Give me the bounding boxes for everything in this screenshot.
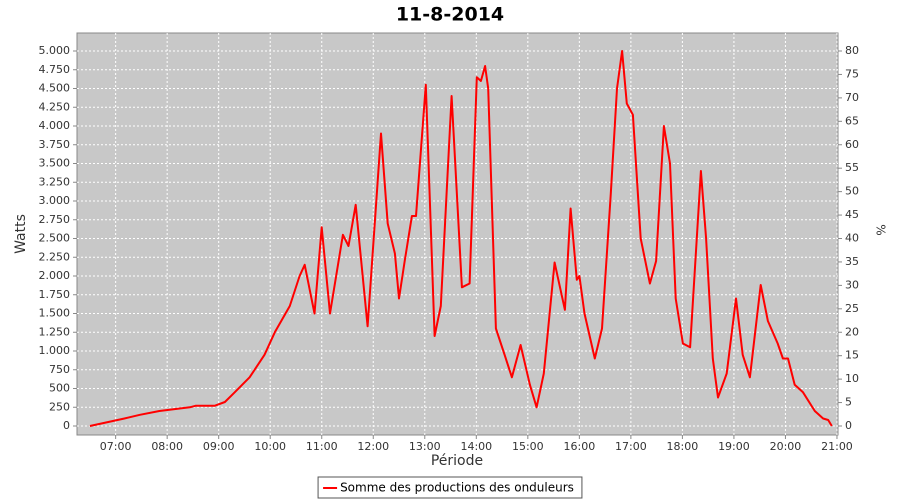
- x-tick-label: 17:00: [615, 440, 647, 453]
- y2-tick-label: 15: [845, 349, 859, 362]
- y2-tick-label: 5: [845, 396, 852, 409]
- y-tick-label: 5.000: [39, 44, 71, 57]
- x-tick-label: 16:00: [564, 440, 596, 453]
- legend-label: Somme des productions des onduleurs: [340, 481, 574, 495]
- y2-tick-label: 30: [845, 278, 859, 291]
- x-tick-label: 12:00: [357, 440, 389, 453]
- x-tick-label: 18:00: [667, 440, 699, 453]
- y-tick-label: 500: [49, 382, 70, 395]
- y-tick-label: 1.750: [39, 288, 71, 301]
- y2-tick-label: 55: [845, 161, 859, 174]
- x-tick-label: 10:00: [254, 440, 286, 453]
- x-tick-label: 21:00: [821, 440, 853, 453]
- y-tick-label: 2.750: [39, 213, 71, 226]
- y2-tick-label: 60: [845, 138, 859, 151]
- y-tick-label: 3.500: [39, 157, 71, 170]
- y-tick-label: 1.250: [39, 325, 71, 338]
- x-tick-label: 15:00: [512, 440, 544, 453]
- x-tick-label: 08:00: [151, 440, 183, 453]
- y-tick-label: 2.250: [39, 250, 71, 263]
- y-tick-label: 0: [63, 419, 70, 432]
- x-tick-label: 09:00: [203, 440, 235, 453]
- y2-tick-label: 35: [845, 255, 859, 268]
- x-tick-label: 11:00: [306, 440, 338, 453]
- chart-title: 11-8-2014: [396, 4, 504, 26]
- y2-axis-label: %: [874, 224, 888, 235]
- y2-tick-label: 45: [845, 208, 859, 221]
- y2-tick-label: 50: [845, 185, 859, 198]
- y-tick-label: 2.000: [39, 269, 71, 282]
- y-tick-label: 3.250: [39, 175, 71, 188]
- line: [89, 50, 833, 427]
- y-tick-label: 750: [49, 363, 70, 376]
- y-tick-label: 3.000: [39, 194, 71, 207]
- x-tick-label: 14:00: [460, 440, 492, 453]
- x-tick-label: 13:00: [409, 440, 441, 453]
- y-tick-label: 4.000: [39, 119, 71, 132]
- y-tick-label: 4.750: [39, 63, 71, 76]
- y-tick-label: 4.250: [39, 100, 71, 113]
- y-tick-label: 3.750: [39, 138, 71, 151]
- y2-tick-label: 75: [845, 67, 859, 80]
- x-tick-label: 19:00: [718, 440, 750, 453]
- legend-box: [317, 476, 583, 499]
- y2-tick-label: 65: [845, 114, 859, 127]
- plot-area: [76, 32, 839, 436]
- x-tick-label: 20:00: [770, 440, 802, 453]
- y-tick-label: 1.500: [39, 307, 71, 320]
- y2-tick-label: 20: [845, 325, 859, 338]
- y2-tick-label: 25: [845, 302, 859, 315]
- y2-tick-label: 40: [845, 232, 859, 245]
- y2-tick-label: 70: [845, 91, 859, 104]
- y-tick-label: 250: [49, 400, 70, 413]
- y-axis-label: Watts: [13, 214, 29, 254]
- y-tick-label: 2.500: [39, 232, 71, 245]
- y-tick-label: 1.000: [39, 344, 71, 357]
- y2-tick-label: 80: [845, 44, 859, 57]
- legend: Somme des productions des onduleurs: [317, 476, 583, 499]
- y2-tick-label: 10: [845, 372, 859, 385]
- x-axis-label: Période: [431, 453, 483, 469]
- y2-tick-label: 0: [845, 419, 852, 432]
- x-tick-label: 07:00: [100, 440, 132, 453]
- y-tick-label: 4.500: [39, 82, 71, 95]
